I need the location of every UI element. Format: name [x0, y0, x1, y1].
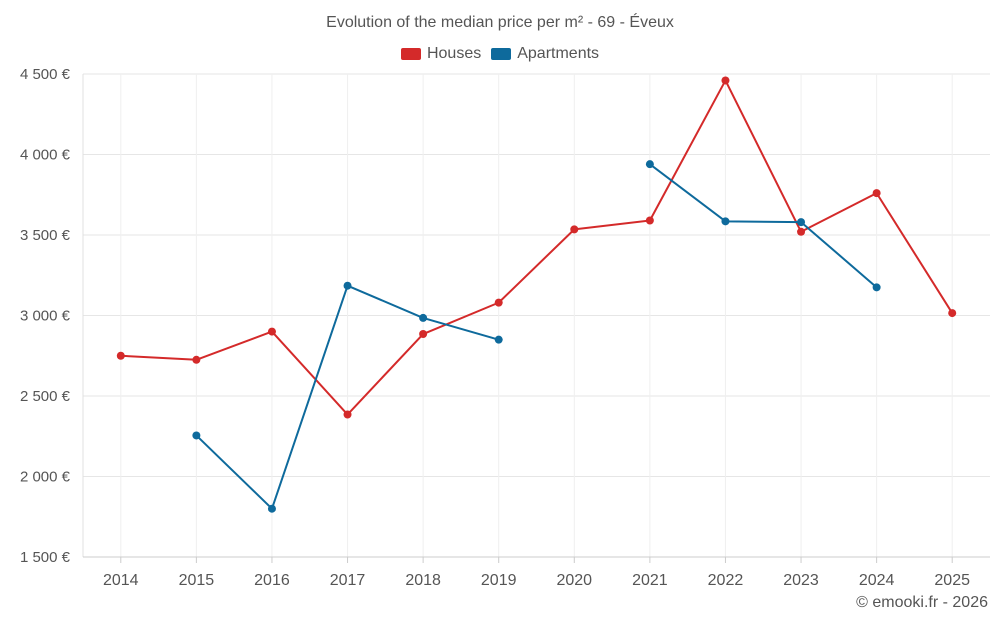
- legend-swatch-houses: [400, 48, 421, 60]
- y-tick-label: 1 500 €: [20, 549, 71, 566]
- data-point-houses: [570, 225, 579, 234]
- x-tick-label: 2022: [708, 572, 744, 589]
- legend-item-apartments[interactable]: Apartments: [491, 45, 599, 63]
- legend-swatch-apartments: [491, 48, 512, 60]
- y-tick-label: 3 000 €: [20, 308, 71, 325]
- legend-label-apartments: Apartments: [517, 45, 600, 62]
- x-tick-label: 2024: [859, 572, 895, 589]
- series-line-apartments: [649, 163, 878, 289]
- data-point-apartments: [797, 218, 806, 227]
- data-point-apartments: [343, 281, 352, 290]
- chart-title: Evolution of the median price per m² - 6…: [326, 14, 674, 31]
- y-tick-label: 4 000 €: [20, 147, 71, 164]
- x-tick-label: 2016: [254, 572, 290, 589]
- x-tick-label: 2018: [405, 572, 441, 589]
- series-line-houses: [120, 79, 954, 416]
- data-point-apartments: [267, 504, 276, 513]
- x-tick-label: 2014: [103, 572, 139, 589]
- x-tick-label: 2021: [632, 572, 668, 589]
- data-point-houses: [419, 330, 428, 339]
- data-point-apartments: [645, 160, 654, 169]
- x-tick-label: 2025: [934, 572, 970, 589]
- data-point-apartments: [721, 217, 730, 226]
- x-tick-label: 2020: [556, 572, 592, 589]
- y-tick-label: 2 000 €: [20, 469, 71, 486]
- data-point-houses: [494, 298, 503, 307]
- data-point-houses: [192, 355, 201, 364]
- data-point-houses: [872, 189, 881, 198]
- x-tick-label: 2017: [330, 572, 366, 589]
- data-point-apartments: [872, 283, 881, 292]
- x-tick-label: 2019: [481, 572, 517, 589]
- credit: © emooki.fr - 2026: [856, 594, 988, 611]
- legend: Houses Apartments: [0, 45, 1000, 63]
- data-point-houses: [267, 327, 276, 336]
- data-point-houses: [645, 216, 654, 225]
- y-tick-label: 4 500 €: [20, 66, 71, 83]
- x-tick-label: 2015: [179, 572, 215, 589]
- data-point-apartments: [419, 313, 428, 322]
- data-point-houses: [797, 227, 806, 236]
- legend-item-houses[interactable]: Houses: [400, 45, 482, 63]
- data-point-houses: [116, 351, 125, 360]
- y-tick-label: 2 500 €: [20, 388, 71, 405]
- data-point-houses: [721, 76, 730, 85]
- legend-label-houses: Houses: [426, 45, 482, 62]
- x-tick-label: 2023: [783, 572, 819, 589]
- data-point-apartments: [494, 335, 503, 344]
- data-point-houses: [343, 410, 352, 419]
- data-point-houses: [948, 309, 957, 318]
- y-tick-label: 3 500 €: [20, 227, 71, 244]
- data-point-apartments: [192, 431, 201, 440]
